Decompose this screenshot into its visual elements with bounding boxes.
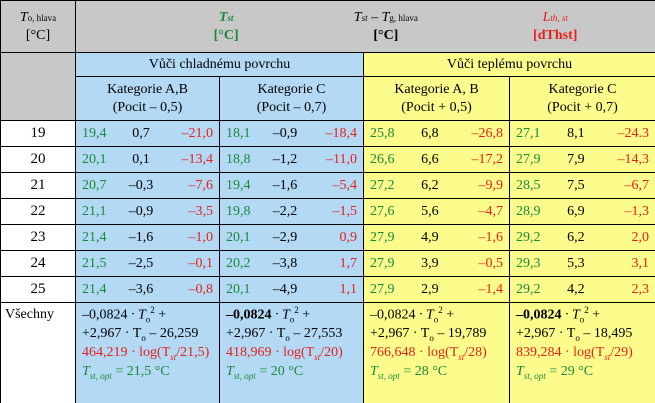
summary-row: Všechny –0,0824 · To2 + +2,967 · To – 26… <box>0 302 655 403</box>
to-value: 19 <box>0 120 76 147</box>
category-cell: Kategorie C (Pocit + 0,7) <box>508 76 655 121</box>
table-row: 23 21,4 –1,6 –1,0 20,1 –2,9 0,9 27,9 4,9 –1,6 … <box>0 224 655 251</box>
to-value: 22 <box>0 198 76 225</box>
value-header-cell: Tst [°C] Tst – Tg, hlava [°C] Lth, st [d… <box>74 0 655 53</box>
formula-cell: –0,0824 · To2 + +2,967 · To – 27,553 418… <box>219 302 364 403</box>
summary-label: Všechny <box>0 302 76 403</box>
table-row: 25 21,4 –3,6 –0,8 20,1 –4,9 1,1 27,9 2,9 –1,4 … <box>0 276 655 303</box>
group-cold: Vůči chladnému povrchu <box>75 52 364 77</box>
category-cell: Kategorie C (Pocit – 0,7) <box>219 76 364 121</box>
to-value: 21 <box>0 172 76 199</box>
tst-header: Tst [°C] <box>213 10 239 43</box>
group-row: Vůči chladnému povrchu Vůči teplému povr… <box>0 52 655 121</box>
to-header-cell: To, hlava [°C] <box>0 0 76 53</box>
to-value: 24 <box>0 250 76 277</box>
diff-header: Tst – Tg, hlava [°C] <box>353 10 418 43</box>
header-row: To, hlava [°C] Tst [°C] Tst – Tg, hlava … <box>0 0 655 53</box>
formula-cell: –0,0824 · To2 + +2,967 · To – 19,789 766… <box>363 302 510 403</box>
to-value: 25 <box>0 276 76 303</box>
table-row: 20 20,1 0,1 –13,4 18,8 –1,2 –11,0 26,6 6,6 –17… <box>0 146 655 173</box>
group-warm: Vůči teplému povrchu <box>362 52 655 77</box>
to-unit: [°C] <box>25 27 51 43</box>
table-row: 21 20,7 –0,3 –7,6 19,4 –1,6 –5,4 27,2 6,2 –9,9… <box>0 172 655 199</box>
formula-cell: –0,0824 · To2 + +2,967 · To – 18,495 839… <box>508 302 655 403</box>
lth-unit: [dThst] <box>533 27 578 43</box>
tst-unit: [°C] <box>213 27 239 43</box>
category-cell: Kategorie A,B (Pocit – 0,5) <box>75 76 220 121</box>
table-row: 19 19,4 0,7 –21,0 18,1 –0,9 –18,4 25,8 6,8 –26… <box>0 120 655 147</box>
table-row: 22 21,1 –0,9 –3,5 19,8 –2,2 –1,5 27,6 5,6 –4,7… <box>0 198 655 225</box>
category-row: Kategorie A,B (Pocit – 0,5) Kategorie C (P… <box>1 76 655 121</box>
to-label-sub: o, hlava <box>27 13 57 23</box>
to-value: 23 <box>0 224 76 251</box>
to-label: T <box>19 10 28 25</box>
formula-cell: –0,0824 · To2 + +2,967 · To – 26,259 464… <box>75 302 220 403</box>
to-header-blank <box>0 52 76 121</box>
lth-header: Lth, st [dThst] <box>533 10 578 43</box>
category-cell: Kategorie A, B (Pocit + 0,5) <box>363 76 510 121</box>
table-row: 24 21,5 –2,5 –0,1 20,2 –3,8 1,7 27,9 3,9 –0,5 … <box>0 250 655 277</box>
diff-unit: [°C] <box>373 27 399 43</box>
to-value: 20 <box>0 146 76 173</box>
